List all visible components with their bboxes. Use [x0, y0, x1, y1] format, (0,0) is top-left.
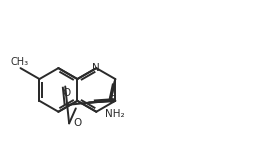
Text: NH₂: NH₂ — [106, 109, 125, 119]
Text: CH₃: CH₃ — [10, 57, 29, 67]
Text: O: O — [62, 88, 70, 98]
Text: O: O — [73, 118, 81, 128]
Text: N: N — [92, 63, 100, 73]
Text: S: S — [108, 95, 115, 105]
